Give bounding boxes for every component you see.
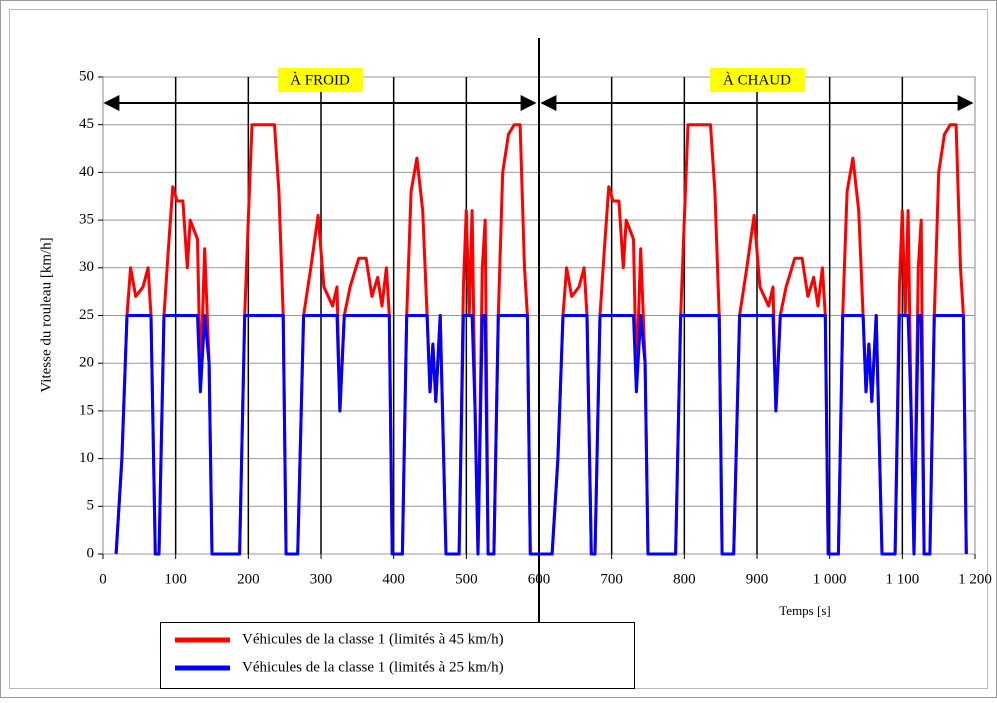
x-tick-label: 400 [382, 571, 405, 587]
y-tick-label: 0 [87, 545, 95, 561]
x-tick-label: 1 100 [885, 571, 919, 587]
y-tick-label: 10 [79, 450, 94, 466]
series-line [114, 314, 968, 556]
x-tick-label: 700 [600, 571, 623, 587]
y-tick-label: 35 [79, 212, 94, 228]
x-tick-label: 300 [310, 571, 333, 587]
x-tick-label: 900 [746, 571, 769, 587]
y-tick-label: 45 [79, 116, 94, 132]
x-tick-label: 200 [237, 571, 260, 587]
label-box [278, 68, 363, 92]
y-axis-label: Vitesse du rouleau [km/h] [38, 237, 54, 392]
y-tick-label: 30 [79, 259, 94, 275]
y-tick-label: 15 [79, 402, 94, 418]
legend-label: Véhicules de la classe 1 (limités à 25 k… [242, 659, 504, 675]
legend [160, 622, 635, 689]
x-tick-label: 800 [673, 571, 696, 587]
x-tick-label: 600 [528, 571, 551, 587]
y-tick-label: 20 [79, 355, 94, 371]
y-tick-label: 5 [87, 498, 95, 514]
y-tick-label: 40 [79, 164, 94, 180]
annotation: À CHAUD [723, 71, 791, 88]
x-axis-label: Temps [s] [779, 603, 830, 618]
y-tick-label: 25 [79, 307, 94, 323]
x-tick-label: 500 [455, 571, 478, 587]
x-tick-label: 100 [164, 571, 187, 587]
x-tick-label: 0 [99, 571, 107, 587]
y-tick-label: 50 [79, 68, 94, 84]
annotation: À FROID [290, 71, 350, 88]
legend-label: Véhicules de la classe 1 (limités à 45 k… [242, 631, 504, 647]
x-tick-label: 1 200 [958, 571, 992, 587]
x-tick-label: 1 000 [813, 571, 847, 587]
label-box [710, 68, 805, 92]
